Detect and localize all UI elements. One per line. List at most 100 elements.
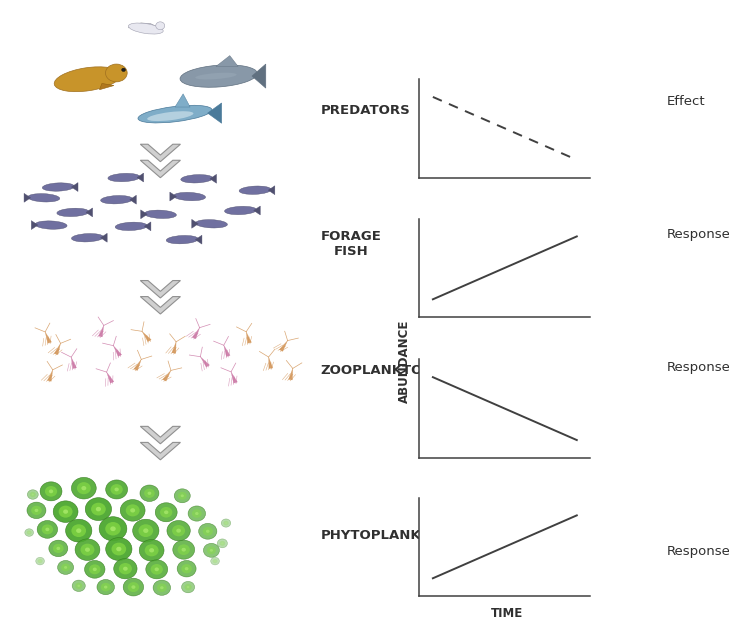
Circle shape: [95, 507, 101, 512]
Ellipse shape: [54, 67, 121, 92]
Circle shape: [58, 505, 73, 518]
Ellipse shape: [147, 111, 193, 121]
Circle shape: [188, 506, 206, 521]
Circle shape: [110, 526, 116, 531]
Circle shape: [128, 582, 139, 592]
Circle shape: [144, 489, 155, 498]
Circle shape: [155, 567, 159, 571]
Ellipse shape: [195, 73, 237, 79]
Circle shape: [116, 547, 122, 552]
Ellipse shape: [108, 173, 140, 182]
Circle shape: [198, 524, 217, 539]
Circle shape: [139, 524, 153, 537]
Ellipse shape: [57, 208, 89, 217]
Circle shape: [85, 548, 90, 552]
Polygon shape: [130, 195, 136, 204]
Circle shape: [82, 486, 86, 490]
Circle shape: [91, 503, 106, 515]
Circle shape: [106, 480, 128, 499]
Circle shape: [49, 489, 53, 493]
Circle shape: [140, 485, 159, 501]
Circle shape: [156, 22, 165, 30]
Circle shape: [213, 559, 217, 563]
Circle shape: [222, 519, 230, 527]
Circle shape: [85, 498, 112, 521]
Circle shape: [27, 531, 31, 534]
Circle shape: [182, 548, 186, 552]
Circle shape: [195, 512, 198, 515]
Polygon shape: [113, 346, 122, 356]
Circle shape: [192, 509, 202, 518]
Ellipse shape: [138, 105, 212, 123]
Circle shape: [147, 491, 152, 495]
Polygon shape: [192, 219, 198, 228]
Polygon shape: [142, 332, 151, 342]
Polygon shape: [192, 328, 200, 339]
Circle shape: [177, 560, 196, 577]
Polygon shape: [71, 357, 77, 368]
Polygon shape: [172, 342, 176, 353]
Circle shape: [187, 586, 190, 588]
Circle shape: [203, 527, 213, 536]
Circle shape: [210, 549, 213, 552]
Circle shape: [49, 540, 68, 557]
Circle shape: [71, 477, 96, 499]
Circle shape: [203, 543, 219, 557]
Polygon shape: [45, 332, 52, 343]
Circle shape: [178, 492, 187, 500]
Circle shape: [207, 547, 216, 554]
Ellipse shape: [42, 183, 74, 191]
Circle shape: [160, 507, 172, 517]
Circle shape: [178, 545, 190, 555]
Polygon shape: [137, 173, 144, 182]
Circle shape: [223, 521, 229, 526]
Polygon shape: [289, 368, 293, 380]
Polygon shape: [31, 221, 38, 230]
Polygon shape: [144, 222, 151, 231]
Circle shape: [53, 544, 63, 553]
Text: ZOOPLANKTON: ZOOPLANKTON: [321, 365, 434, 377]
Ellipse shape: [28, 193, 60, 202]
Polygon shape: [140, 145, 181, 162]
Circle shape: [30, 492, 36, 497]
Circle shape: [75, 583, 82, 589]
Ellipse shape: [225, 206, 257, 215]
Circle shape: [146, 560, 168, 579]
Circle shape: [172, 525, 185, 536]
Circle shape: [111, 484, 122, 495]
Polygon shape: [140, 280, 181, 298]
Circle shape: [28, 489, 38, 500]
Polygon shape: [24, 193, 31, 202]
Circle shape: [64, 566, 67, 569]
Circle shape: [38, 559, 42, 563]
Circle shape: [63, 510, 68, 514]
Circle shape: [58, 560, 74, 574]
Circle shape: [80, 543, 95, 556]
Circle shape: [222, 543, 223, 544]
Polygon shape: [210, 174, 217, 183]
Circle shape: [36, 557, 44, 565]
Circle shape: [211, 557, 219, 565]
Circle shape: [66, 519, 92, 542]
Ellipse shape: [144, 210, 176, 219]
Circle shape: [53, 501, 78, 522]
Ellipse shape: [71, 233, 104, 242]
Polygon shape: [195, 235, 202, 244]
Text: Response: Response: [667, 545, 729, 558]
Circle shape: [106, 538, 132, 560]
Text: PREDATORS: PREDATORS: [321, 105, 410, 117]
Circle shape: [125, 504, 140, 517]
Ellipse shape: [35, 221, 67, 230]
Polygon shape: [279, 340, 287, 351]
Text: FORAGE
FISH: FORAGE FISH: [321, 230, 382, 258]
Circle shape: [182, 581, 195, 593]
Ellipse shape: [106, 64, 127, 82]
Polygon shape: [140, 443, 181, 460]
Polygon shape: [200, 357, 209, 367]
Circle shape: [56, 547, 61, 550]
Circle shape: [72, 580, 85, 592]
Polygon shape: [54, 344, 61, 354]
Circle shape: [184, 567, 189, 571]
Circle shape: [27, 502, 46, 519]
Polygon shape: [268, 357, 273, 368]
